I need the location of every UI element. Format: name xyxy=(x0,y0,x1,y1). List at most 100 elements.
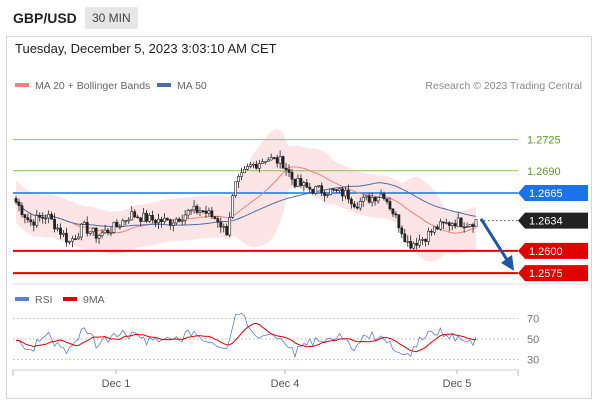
candle-body xyxy=(70,238,74,242)
candle-body xyxy=(17,201,21,206)
candle-body xyxy=(358,201,362,209)
candle-body xyxy=(474,219,478,227)
candle-body xyxy=(296,178,300,187)
candle-body xyxy=(438,221,442,230)
candle-body xyxy=(35,215,39,226)
candle-body xyxy=(409,241,413,249)
candle-body xyxy=(168,219,172,226)
candle-body xyxy=(85,222,89,234)
ma50-swatch-icon xyxy=(157,83,171,88)
candle-body xyxy=(59,227,62,235)
candle-body xyxy=(462,226,466,229)
level-tag-1.2634: 1.2634 xyxy=(518,212,588,229)
level-tag-text: 1.2600 xyxy=(529,246,563,258)
x-tick-label-Dec-4: Dec 4 xyxy=(271,378,300,390)
level-tag-bg xyxy=(518,242,588,259)
candle-body xyxy=(115,221,119,227)
candle-body xyxy=(287,169,291,173)
rsi-9ma-line xyxy=(15,322,477,353)
x-tick-label-Dec-5: Dec 5 xyxy=(443,378,472,390)
candle-body xyxy=(213,216,217,219)
candle-body xyxy=(346,189,350,200)
legend-rsi: RSI xyxy=(15,294,53,306)
candle-body xyxy=(139,217,143,222)
candle-body xyxy=(272,157,276,159)
candle-body xyxy=(79,224,83,238)
candle-body xyxy=(151,215,154,221)
candle-body xyxy=(216,218,220,223)
candle-body xyxy=(26,217,30,221)
candle-body xyxy=(210,210,214,217)
rsi-tick-30: 30 xyxy=(527,355,539,367)
candle-body xyxy=(430,230,433,233)
chart-header: GBP/USD 30 MIN xyxy=(0,0,594,36)
x-tick-label-Dec-1: Dec 1 xyxy=(102,378,131,390)
candle-body xyxy=(174,218,178,224)
candle-body xyxy=(121,220,125,227)
level-tag-1.2600: 1.2600 xyxy=(518,242,588,259)
candle-body xyxy=(394,213,398,216)
candle-body xyxy=(436,226,439,230)
rsi-tick-70: 70 xyxy=(527,313,539,325)
candle-body xyxy=(73,238,77,241)
candle-body xyxy=(338,188,341,191)
candle-body xyxy=(145,212,148,222)
candle-body xyxy=(180,220,184,222)
legend-ma20: MA 20 + Bollinger Bands xyxy=(15,80,150,92)
candle-body xyxy=(308,186,312,190)
candle-body xyxy=(234,181,238,196)
candle-body xyxy=(305,182,309,188)
candle-body xyxy=(192,205,196,211)
candle-body xyxy=(109,232,113,234)
candle-body xyxy=(38,215,42,218)
candle-body xyxy=(382,193,386,200)
legend-ma50-label: MA 50 xyxy=(177,80,207,92)
candle-body xyxy=(364,195,368,198)
candle-body xyxy=(154,219,157,224)
level-label-1.2725: 1.2725 xyxy=(527,135,561,147)
candle-body xyxy=(373,197,377,202)
candle-body xyxy=(100,232,104,237)
candle-body xyxy=(323,192,327,196)
candle-body xyxy=(397,214,401,229)
candle-body xyxy=(352,203,356,208)
candle-body xyxy=(142,212,146,222)
level-tag-text: 1.2634 xyxy=(529,216,563,228)
candle-body xyxy=(421,239,424,241)
candle-body xyxy=(260,161,264,164)
candle-body xyxy=(391,208,395,215)
candle-body xyxy=(240,172,243,177)
candle-body xyxy=(427,230,430,242)
candle-body xyxy=(195,205,199,213)
candle-body xyxy=(456,217,460,227)
candle-body xyxy=(183,214,187,221)
candle-body xyxy=(41,217,45,219)
candle-body xyxy=(68,240,71,243)
candle-body xyxy=(388,201,392,210)
candle-body xyxy=(263,161,267,163)
candle-body xyxy=(317,185,321,187)
candle-body xyxy=(257,163,261,169)
candle-body xyxy=(326,194,330,196)
legend-ma50: MA 50 xyxy=(157,80,207,92)
candle-body xyxy=(32,221,36,226)
candle-body xyxy=(246,166,249,170)
candle-body xyxy=(94,227,98,239)
candle-body xyxy=(23,214,27,218)
candle-body xyxy=(320,185,324,194)
candle-body xyxy=(293,178,297,187)
candle-body xyxy=(418,239,422,246)
ma20-swatch-icon xyxy=(15,83,29,88)
timeframe-badge[interactable]: 30 MIN xyxy=(85,7,138,29)
candle-body xyxy=(335,189,338,191)
chart-datetime: Tuesday, December 5, 2023 3:03:10 AM CET xyxy=(15,41,277,56)
level-label-1.2690: 1.2690 xyxy=(527,166,561,178)
candle-body xyxy=(459,217,463,228)
candle-body xyxy=(186,210,190,216)
candle-body xyxy=(302,182,306,186)
candle-body xyxy=(415,243,419,246)
candle-body xyxy=(412,243,416,249)
candle-body xyxy=(207,210,211,214)
candle-body xyxy=(201,210,205,213)
